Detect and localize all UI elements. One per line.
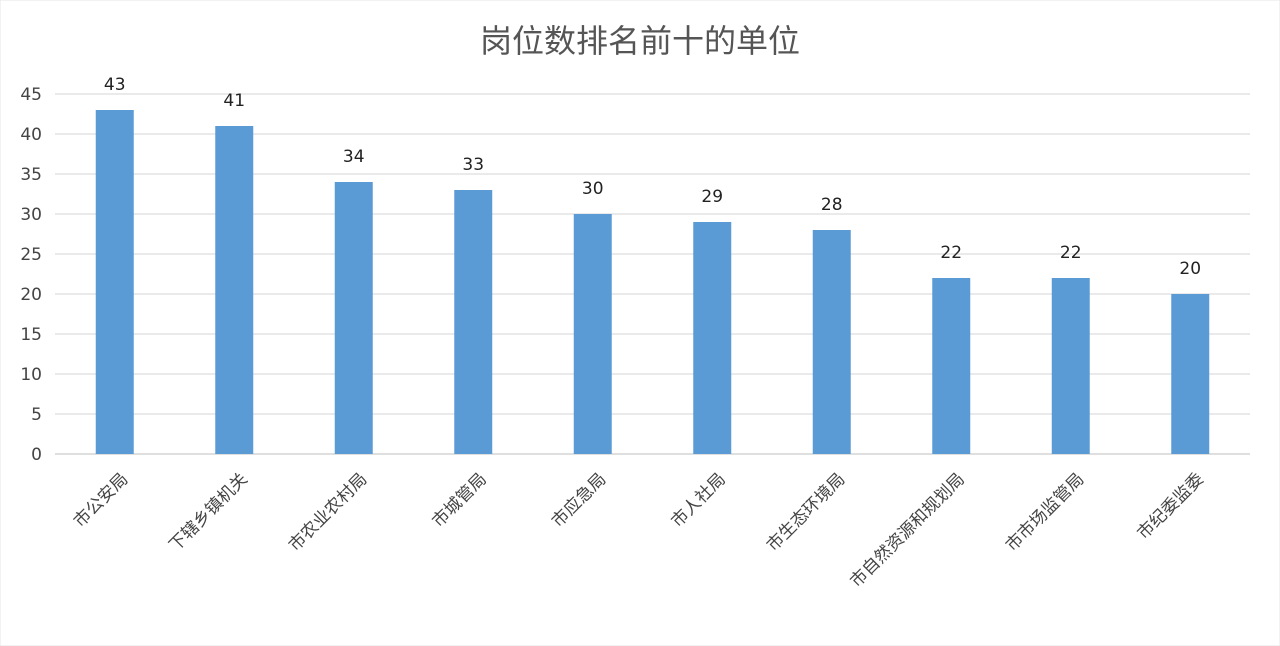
bar bbox=[693, 222, 732, 454]
data-label: 34 bbox=[343, 147, 365, 167]
bar bbox=[1051, 278, 1090, 454]
data-labels: 43 41 34 33 30 29 28 22 22 20 bbox=[104, 75, 1201, 279]
y-tick-label: 25 bbox=[20, 245, 42, 265]
data-label: 28 bbox=[821, 195, 843, 215]
data-label: 29 bbox=[701, 187, 723, 207]
bar bbox=[932, 278, 971, 454]
bar bbox=[812, 230, 851, 454]
y-tick-label: 20 bbox=[20, 285, 42, 305]
y-tick-label: 0 bbox=[31, 445, 42, 465]
bar bbox=[215, 126, 254, 454]
data-label: 33 bbox=[462, 155, 484, 175]
bar bbox=[573, 214, 612, 454]
bar bbox=[95, 110, 134, 454]
y-tick-label: 30 bbox=[20, 205, 42, 225]
data-label: 20 bbox=[1179, 259, 1201, 279]
data-label: 43 bbox=[104, 75, 126, 95]
bars bbox=[95, 110, 1210, 454]
data-label: 41 bbox=[223, 91, 245, 111]
data-label: 22 bbox=[1060, 243, 1082, 263]
y-tick-label: 15 bbox=[20, 325, 42, 345]
bar bbox=[454, 190, 493, 454]
y-tick-label: 40 bbox=[20, 125, 42, 145]
gridlines bbox=[55, 93, 1250, 455]
y-tick-label: 35 bbox=[20, 165, 42, 185]
data-label: 22 bbox=[940, 243, 962, 263]
y-axis-ticks: 0 5 10 15 20 25 30 35 40 45 bbox=[20, 85, 42, 465]
y-tick-label: 45 bbox=[20, 85, 42, 105]
bar bbox=[1171, 294, 1210, 454]
data-label: 30 bbox=[582, 179, 604, 199]
y-tick-label: 5 bbox=[31, 405, 42, 425]
chart-title: 岗位数排名前十的单位 bbox=[480, 22, 800, 60]
bar bbox=[334, 182, 373, 454]
y-tick-label: 10 bbox=[20, 365, 42, 385]
